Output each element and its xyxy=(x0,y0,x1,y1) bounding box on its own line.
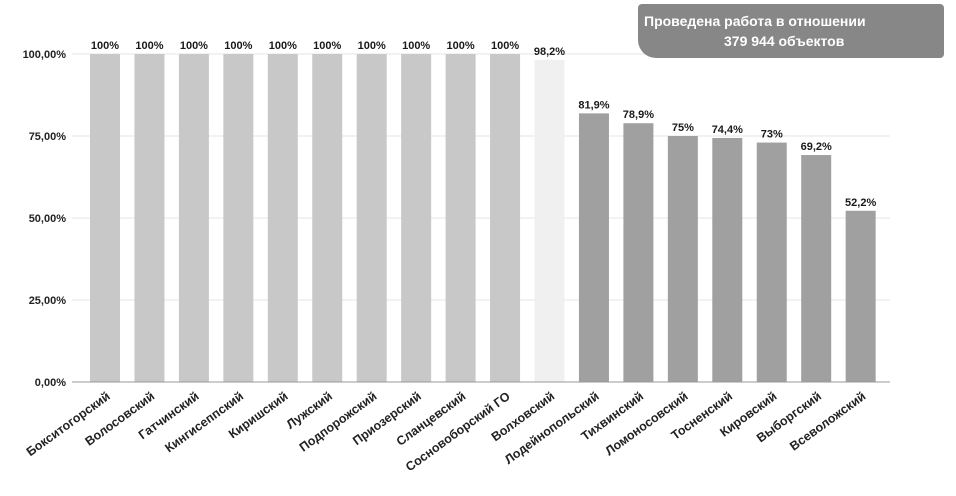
y-axis-ticks: 0,00% 25,00% 50,00% 75,00% 100,00% xyxy=(23,49,67,389)
bar xyxy=(756,142,787,382)
data-label: 100% xyxy=(491,40,519,52)
bar xyxy=(90,54,120,382)
data-label: 100% xyxy=(224,40,252,52)
bar xyxy=(356,54,387,382)
y-tick-label: 75,00% xyxy=(29,131,67,143)
bar xyxy=(845,210,876,382)
data-label: 100% xyxy=(313,40,341,52)
bar xyxy=(134,54,165,382)
x-tick-label: Всеволожский xyxy=(787,389,868,453)
bar xyxy=(578,113,609,383)
callout-line-1: Проведена работа в отношении xyxy=(644,13,866,29)
data-label: 100% xyxy=(402,40,430,52)
x-tick-label: Ломоносовский xyxy=(603,389,691,458)
x-axis-labels: БокситогорскийВолосовскийГатчинскийКинги… xyxy=(24,389,869,474)
x-tick-label: Кингисеппский xyxy=(162,389,246,455)
bar xyxy=(712,137,743,382)
data-label: 100% xyxy=(180,40,208,52)
data-label: 74,4% xyxy=(712,124,743,136)
data-label: 78,9% xyxy=(623,109,654,121)
bar xyxy=(223,54,254,382)
data-label: 69,2% xyxy=(801,141,832,153)
callout-line-2: 379 944 объектов xyxy=(724,33,845,49)
bar xyxy=(490,54,521,382)
bar xyxy=(312,54,343,382)
bar xyxy=(801,155,832,382)
bar xyxy=(623,123,654,382)
bar xyxy=(445,54,476,382)
summary-callout: Проведена работа в отношении 379 944 объ… xyxy=(638,4,944,58)
data-label: 100% xyxy=(91,40,119,52)
bar xyxy=(667,136,698,382)
data-label: 100% xyxy=(135,40,163,52)
data-label: 100% xyxy=(447,40,475,52)
data-label: 75% xyxy=(672,122,694,134)
bar xyxy=(401,54,432,382)
y-tick-label: 100,00% xyxy=(23,49,67,61)
bar xyxy=(267,54,298,382)
bar xyxy=(534,59,565,383)
data-label: 52,2% xyxy=(845,197,876,209)
x-tick-label: Подпорожский xyxy=(297,389,380,454)
y-tick-label: 0,00% xyxy=(35,377,66,389)
data-label: 81,9% xyxy=(578,99,609,111)
data-label: 100% xyxy=(269,40,297,52)
data-labels: 100% 100% 100% 100% 100% 100% 100% 100% 100% 100%… xyxy=(91,40,877,209)
data-label: 100% xyxy=(358,40,386,52)
y-tick-label: 50,00% xyxy=(29,213,67,225)
y-tick-label: 25,00% xyxy=(29,295,67,307)
data-label: 73% xyxy=(761,129,783,141)
bar xyxy=(178,54,209,382)
data-label: 98,2% xyxy=(534,46,565,58)
bars xyxy=(90,54,876,383)
